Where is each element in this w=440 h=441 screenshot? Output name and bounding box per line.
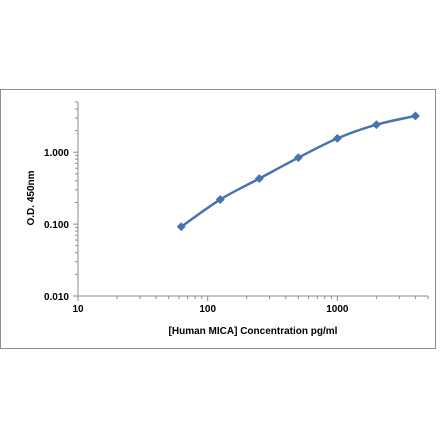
x-axis-title: [Human MICA] Concentration pg/ml (169, 326, 338, 337)
x-tick-labels: 10 100 1000 (72, 304, 348, 315)
data-point (254, 174, 264, 184)
data-point (410, 111, 420, 121)
chart-frame (0, 89, 436, 349)
series-line (180, 114, 416, 228)
x-tick-label: 100 (199, 304, 216, 315)
minor-ticks (73, 101, 429, 301)
y-tick-label: 1.000 (44, 148, 69, 159)
series-markers (176, 111, 420, 232)
data-point (371, 120, 381, 130)
y-axis-title: O.D. 450nm (26, 170, 37, 225)
y-tick-label: 0.010 (44, 292, 69, 303)
data-point (215, 194, 225, 205)
x-tick-label: 10 (72, 304, 84, 315)
y-tick-labels: 0.010 0.100 1.000 (44, 148, 69, 303)
data-point (176, 222, 186, 232)
y-tick-label: 0.100 (44, 220, 69, 231)
x-tick-label: 1000 (326, 304, 349, 315)
data-point (332, 133, 342, 143)
data-point (293, 153, 303, 163)
